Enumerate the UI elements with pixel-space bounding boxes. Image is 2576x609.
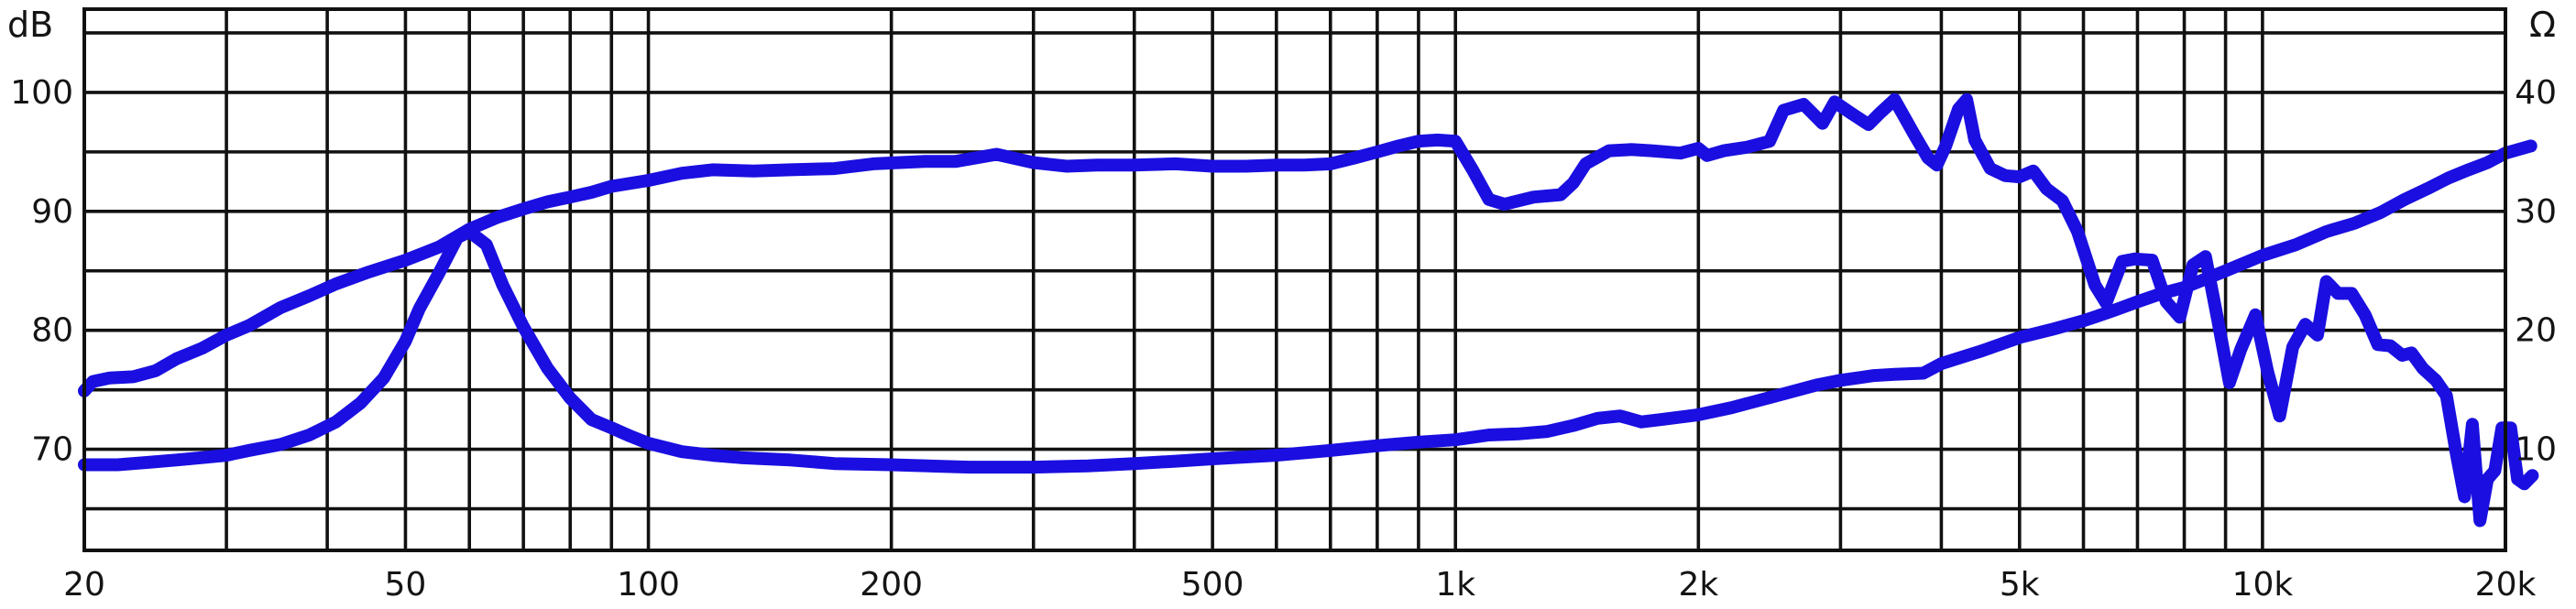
impedance-curve	[78, 139, 2538, 474]
chart-grid	[84, 9, 2505, 550]
y-right-tick-label: 40	[2515, 74, 2557, 112]
x-tick-label: 200	[860, 566, 923, 604]
y-left-tick-label: 90	[31, 193, 73, 231]
x-tick-label: 5k	[2000, 566, 2040, 604]
chart-curves	[78, 92, 2539, 527]
x-tick-label: 20	[63, 566, 105, 604]
x-tick-label: 500	[1181, 566, 1244, 604]
x-tick-label: 20k	[2475, 566, 2537, 604]
y-right-unit-label: Ω	[2529, 5, 2556, 45]
y-left-tick-label: 100	[10, 74, 73, 112]
y-right-tick-label: 10	[2515, 431, 2557, 469]
y-right-tick-label: 30	[2515, 193, 2557, 231]
y-right-tick-label: 20	[2515, 312, 2557, 350]
x-tick-label: 1k	[1435, 566, 1475, 604]
axis-labels: dB Ω 20 50 100 200 500 1k 2k 5k 10k 20k 100 90 80 70 4…	[7, 5, 2557, 604]
x-tick-label: 100	[617, 566, 680, 604]
y-left-tick-label: 80	[31, 312, 73, 350]
x-tick-label: 10k	[2232, 566, 2294, 604]
plot-frame	[82, 7, 2507, 552]
x-tick-label: 2k	[1678, 566, 1718, 604]
y-left-tick-label: 70	[31, 431, 73, 469]
spl-curve	[78, 92, 2539, 527]
y-left-unit-label: dB	[7, 5, 53, 45]
x-tick-label: 50	[385, 566, 427, 604]
